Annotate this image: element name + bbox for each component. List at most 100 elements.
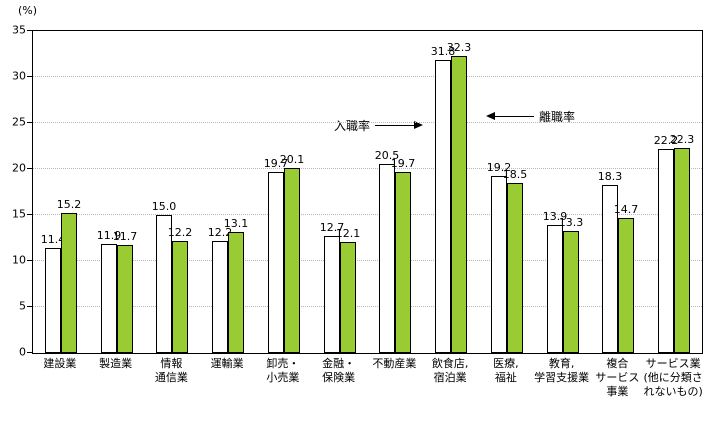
x-axis-category-label-line: 運輸業 (210, 357, 244, 370)
hire-rate-value-label: 20.5 (374, 149, 400, 162)
separation-rate-bar (228, 232, 244, 353)
x-axis-category-label-line: 医療, (493, 357, 519, 370)
y-tick-mark (27, 122, 32, 123)
hire-rate-bar (324, 236, 340, 353)
y-tick-label: 0 (19, 345, 26, 359)
hire-rate-bar (658, 149, 674, 353)
x-axis-category-label-line: れないもの) (643, 385, 703, 398)
x-axis-category-label-line: 飲食店, (431, 357, 469, 370)
separation-rate-bar (61, 213, 77, 353)
x-axis-category-label: 飲食店, 宿泊業 (408, 357, 492, 385)
y-tick-mark (27, 214, 32, 215)
hire-rate-bar (547, 225, 563, 353)
x-axis-category-label-line: 教育, (548, 357, 575, 370)
hire-rate-value-label: 12.2 (207, 226, 233, 239)
annotation-separation-rate: 離職率 (486, 108, 575, 125)
y-tick-mark (27, 30, 32, 31)
separation-rate-value-label: 32.3 (446, 41, 472, 54)
hire-rate-bar (212, 241, 228, 353)
left-arrow-icon (486, 112, 534, 120)
plot-area: 入職率 離職率 11.4 15.2 11.9 11.7 15.0 12.2 12.2 13.1… (32, 30, 703, 354)
x-axis-category-label: 医療, 福祉 (464, 357, 548, 385)
gridline (33, 306, 702, 307)
hire-rate-bar (268, 172, 284, 353)
separation-rate-bar (340, 242, 356, 353)
x-axis-category-label-line: サービス (595, 371, 640, 384)
x-axis-category-label-line: 宿泊業 (433, 371, 467, 384)
separation-rate-bar (117, 245, 133, 353)
separation-rate-value-label: 18.5 (502, 168, 528, 181)
x-axis-category-label: 建設業 (18, 357, 102, 371)
gridline (33, 168, 702, 169)
separation-rate-bar (284, 168, 300, 353)
x-axis-category-label: 金融・ 保険業 (297, 357, 381, 385)
y-tick-mark (27, 260, 32, 261)
x-axis-category-label: 不動産業 (352, 357, 436, 371)
y-tick-mark (27, 76, 32, 77)
hire-rate-value-label: 12.7 (319, 221, 345, 234)
x-axis-category-label-line: 卸売・ (266, 357, 300, 370)
hire-rate-value-label: 15.0 (151, 200, 177, 213)
hire-rate-bar (379, 164, 395, 353)
y-tick-label: 15 (12, 207, 26, 221)
x-axis-category-label: サービス業 (他に分類さ れないもの) (631, 357, 709, 399)
x-axis-category-label-line: 通信業 (154, 371, 188, 384)
x-axis-category-label-line: 学習支援業 (534, 371, 590, 384)
separation-rate-value-label: 19.7 (390, 157, 416, 170)
hire-rate-value-label: 31.8 (430, 45, 456, 58)
y-tick-label: 30 (12, 69, 26, 83)
x-axis-category-label-line: 福祉 (494, 371, 517, 384)
hire-rate-bar (101, 244, 117, 353)
x-axis-category-label: 教育, 学習支援業 (520, 357, 604, 385)
separation-rate-value-label: 22.3 (669, 133, 695, 146)
gridline (33, 260, 702, 261)
x-axis-category-label-line: 建設業 (43, 357, 77, 370)
x-axis-category-label-line: サービス業 (645, 357, 701, 370)
hire-rate-value-label: 11.9 (96, 229, 122, 242)
separation-rate-value-label: 11.7 (112, 230, 138, 243)
hire-rate-value-label: 19.2 (486, 161, 512, 174)
y-tick-label: 20 (12, 161, 26, 175)
x-axis-category-label: 情報 通信業 (129, 357, 213, 385)
x-axis-category-label-line: 小売業 (266, 371, 300, 384)
x-axis-category-label-line: 保険業 (322, 371, 356, 384)
y-tick-label: 5 (19, 299, 26, 313)
hire-rate-value-label: 22.2 (653, 134, 679, 147)
separation-rate-value-label: 14.7 (613, 203, 639, 216)
x-axis-category-label: 製造業 (74, 357, 158, 371)
y-axis-unit-label: (%) (18, 4, 38, 17)
y-tick-label: 25 (12, 115, 26, 129)
x-axis-category-label-line: (他に分類さ (643, 371, 703, 384)
hire-rate-bar (491, 176, 507, 353)
separation-rate-value-label: 13.1 (223, 217, 249, 230)
separation-rate-value-label: 13.3 (558, 216, 584, 229)
annotation-hire-rate: 入職率 (334, 117, 424, 134)
y-tick-mark (27, 168, 32, 169)
x-axis-category-label-line: 情報 (160, 357, 183, 370)
y-tick-label: 35 (12, 23, 26, 37)
hire-rate-value-label: 19.7 (263, 157, 289, 170)
hire-rate-bar (435, 60, 451, 353)
hire-rate-bar (45, 248, 61, 353)
separation-rate-bar (674, 148, 690, 353)
y-tick-mark (27, 306, 32, 307)
hire-rate-bar (156, 215, 172, 353)
right-arrow-icon (375, 121, 424, 129)
hire-rate-bar (602, 185, 618, 353)
x-axis-category-label-line: 製造業 (99, 357, 133, 370)
separation-rate-bar (507, 183, 523, 353)
separation-rate-bar (172, 241, 188, 353)
separation-rate-bar (618, 218, 634, 353)
separation-rate-value-label: 12.2 (167, 226, 193, 239)
gridline (33, 122, 702, 123)
x-axis-category-label-line: 金融・ (322, 357, 356, 370)
y-tick-mark (27, 352, 32, 353)
gridline (33, 214, 702, 215)
x-axis-category-label-line: 事業 (606, 385, 629, 398)
hire-rate-value-label: 18.3 (597, 170, 623, 183)
separation-rate-value-label: 20.1 (279, 153, 305, 166)
separation-rate-value-label: 12.1 (335, 227, 361, 240)
separation-rate-bar (563, 231, 579, 353)
hire-rate-value-label: 13.9 (542, 210, 568, 223)
